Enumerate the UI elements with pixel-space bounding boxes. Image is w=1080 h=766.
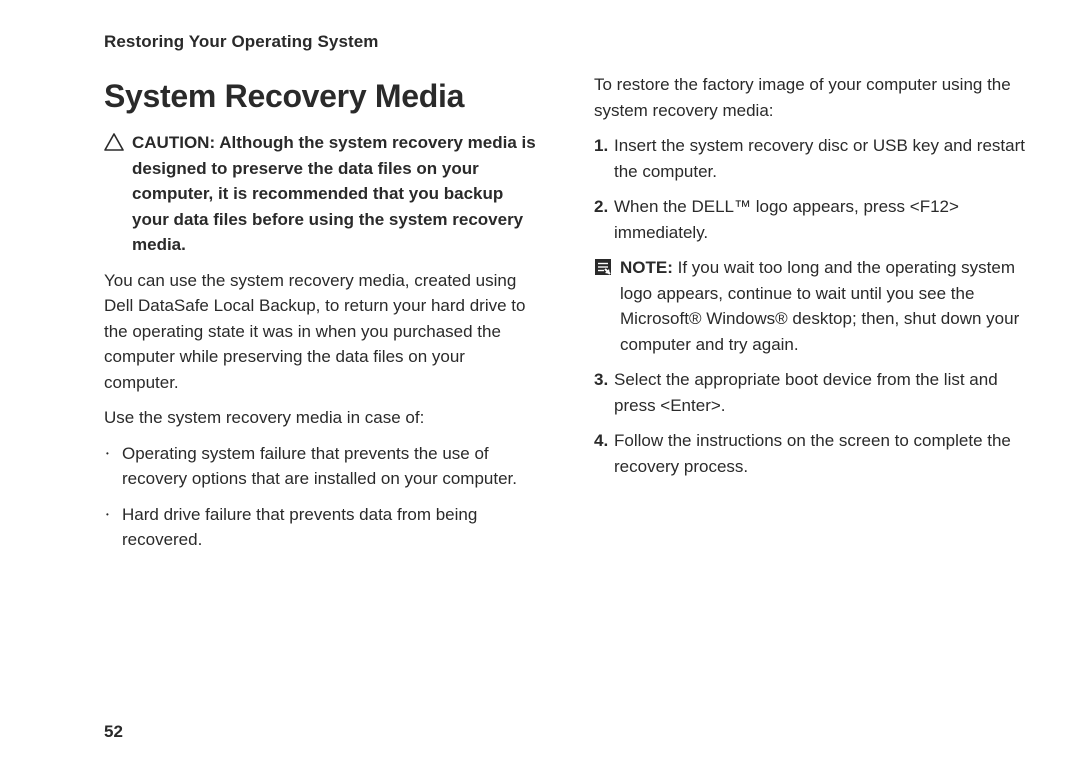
step-text: When the DELL™ logo appears, press <F12>… (614, 197, 959, 242)
step-text: Insert the system recovery disc or USB k… (614, 136, 1025, 181)
step-text: Select the appropriate boot device from … (614, 370, 998, 415)
list-item: Hard drive failure that prevents data fr… (122, 502, 542, 553)
note-box: NOTE: If you wait too long and the opera… (594, 255, 1032, 357)
caution-text: CAUTION: Although the system recovery me… (128, 130, 542, 258)
note-icon (594, 258, 616, 284)
note-prefix: NOTE: (620, 258, 678, 277)
page-title: System Recovery Media (104, 72, 542, 120)
list-item: 4. Follow the instructions on the screen… (614, 428, 1032, 479)
step-number: 3. (594, 367, 608, 393)
list-item: Operating system failure that prevents t… (122, 441, 542, 492)
step-number: 2. (594, 194, 608, 220)
page-number: 52 (104, 722, 123, 742)
manual-page: Restoring Your Operating System System R… (0, 0, 1080, 766)
caution-box: CAUTION: Although the system recovery me… (104, 130, 542, 258)
list-item: 3. Select the appropriate boot device fr… (614, 367, 1032, 418)
caution-icon (104, 133, 128, 151)
note-body: If you wait too long and the operating s… (620, 258, 1019, 354)
use-case-list: Operating system failure that prevents t… (104, 441, 542, 553)
step-text: Follow the instructions on the screen to… (614, 431, 1011, 476)
step-number: 1. (594, 133, 608, 159)
list-item: 1. Insert the system recovery disc or US… (614, 133, 1032, 184)
paragraph-2: Use the system recovery media in case of… (104, 405, 542, 431)
section-header: Restoring Your Operating System (104, 32, 1032, 52)
caution-prefix: CAUTION: (132, 133, 219, 152)
col2-intro: To restore the factory image of your com… (594, 72, 1032, 123)
steps-list: 1. Insert the system recovery disc or US… (594, 133, 1032, 479)
paragraph-1: You can use the system recovery media, c… (104, 268, 542, 396)
list-item: 2. When the DELL™ logo appears, press <F… (614, 194, 1032, 245)
step-number: 4. (594, 428, 608, 454)
left-column: System Recovery Media CAUTION: Although … (104, 72, 542, 563)
two-column-layout: System Recovery Media CAUTION: Although … (104, 72, 1032, 563)
right-column: To restore the factory image of your com… (594, 72, 1032, 563)
note-text: NOTE: If you wait too long and the opera… (616, 255, 1032, 357)
list-item: NOTE: If you wait too long and the opera… (594, 255, 1032, 357)
